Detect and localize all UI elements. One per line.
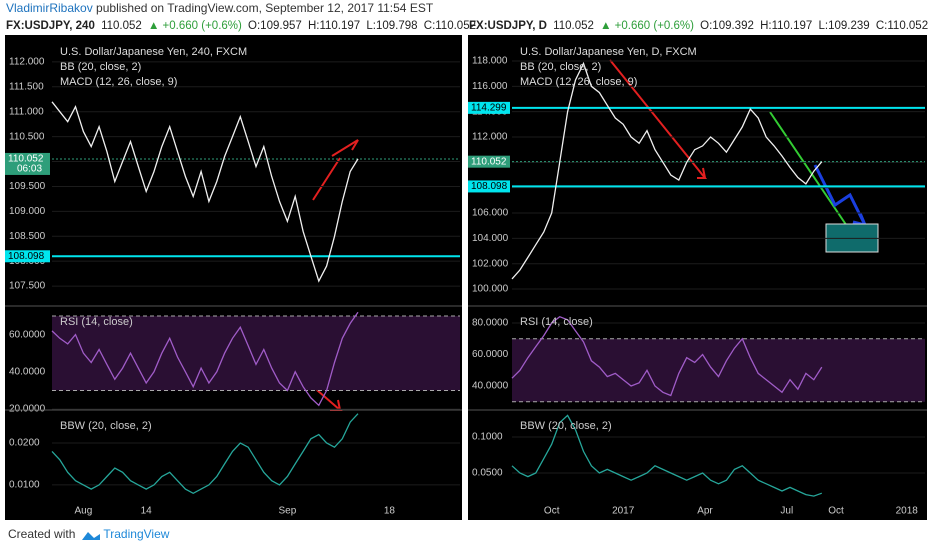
pane-title: BBW (20, close, 2) — [520, 420, 612, 432]
x-tick-label: Oct — [544, 506, 560, 517]
y-tick-label: 60.0000 — [9, 329, 46, 340]
level-box — [468, 180, 510, 193]
brand[interactable]: TradingView — [103, 527, 170, 541]
high: H:110.197 — [760, 20, 813, 32]
x-tick-label: Jul — [780, 506, 793, 517]
y-tick-label: 109.500 — [9, 181, 46, 192]
x-tick-label: Sep — [278, 506, 296, 517]
y-tick-label: 111.500 — [9, 81, 44, 92]
y-tick-label: 112.000 — [472, 132, 508, 143]
pane-title: RSI (14, close) — [520, 316, 593, 328]
rsi-band-fill — [512, 338, 925, 402]
legend-line: U.S. Dollar/Japanese Yen, 240, FXCM — [60, 46, 247, 58]
y-tick-label: 108.500 — [9, 231, 46, 242]
level-box — [5, 250, 50, 263]
x-tick-label: 18 — [384, 506, 396, 517]
level-box — [468, 155, 510, 168]
legend-line: BB (20, close, 2) — [60, 61, 141, 73]
y-tick-label: 0.0500 — [472, 468, 503, 479]
y-tick-label: 104.000 — [472, 233, 509, 244]
price-line — [511, 61, 823, 280]
low: L:109.798 — [366, 20, 418, 32]
level-box — [468, 101, 510, 114]
change: ▲ +0.660 (+0.6%) — [600, 20, 694, 32]
rsi-line — [511, 315, 823, 397]
y-tick-label: 110.500 — [9, 131, 45, 142]
y-tick-label: 80.0000 — [472, 318, 509, 329]
symbol: FX:USDJPY, D — [469, 20, 547, 32]
y-tick-label: 118.000 — [472, 56, 508, 67]
quote-bar: FX:USDJPY, D 110.052 ▲ +0.660 (+0.6%) O:… — [469, 18, 931, 34]
open: O:109.957 — [248, 20, 302, 32]
panel-bg — [468, 35, 927, 520]
level-sublabel: 06:03 — [17, 164, 42, 175]
level-box — [5, 152, 50, 175]
rsi-band-fill — [52, 316, 460, 391]
y-tick-label: 20.0000 — [9, 404, 46, 415]
close: C:110.052 — [875, 20, 929, 32]
legend-line: MACD (12, 26, close, 9) — [60, 76, 177, 88]
y-tick-label: 116.000 — [472, 81, 508, 92]
x-tick-label: Aug — [74, 506, 92, 517]
publish-info: VladimirRibakov published on TradingView… — [6, 0, 433, 17]
author[interactable]: VladimirRibakov — [6, 1, 93, 15]
y-tick-label: 0.1000 — [472, 432, 503, 443]
level-label: 114.299 — [471, 103, 507, 114]
panel-bg — [5, 35, 462, 520]
close: C:110.052 — [423, 20, 476, 32]
y-tick-label: 111.000 — [9, 106, 44, 117]
legend-line: BB (20, close, 2) — [520, 61, 601, 73]
rsi-line — [51, 311, 359, 407]
low: L:109.239 — [818, 20, 870, 32]
level-label: 110.052 — [471, 156, 507, 167]
change: ▲ +0.660 (+0.6%) — [147, 20, 242, 32]
x-tick-label: Oct — [828, 506, 844, 517]
legend-line: MACD (12, 26, close, 9) — [520, 76, 637, 88]
legend-line: U.S. Dollar/Japanese Yen, D, FXCM — [520, 46, 697, 58]
publish-text: published on TradingView.com, September … — [96, 1, 434, 15]
y-tick-label: 102.000 — [472, 258, 509, 269]
symbol: FX:USDJPY, 240 — [6, 20, 95, 32]
y-tick-label: 0.0100 — [9, 480, 40, 491]
high: H:110.197 — [307, 20, 361, 32]
created-with: Created with — [8, 527, 76, 541]
x-tick-label: Apr — [697, 506, 713, 517]
x-tick-label: 2017 — [612, 506, 635, 517]
y-tick-label: 100.000 — [472, 284, 509, 295]
pane-title: BBW (20, close, 2) — [60, 420, 152, 432]
bbw-line — [51, 413, 359, 495]
y-tick-label: 40.0000 — [472, 381, 509, 392]
open: O:109.392 — [700, 20, 754, 32]
last: 110.052 — [553, 20, 594, 32]
y-tick-label: 109.000 — [9, 206, 46, 217]
price-line — [51, 101, 359, 283]
level-label: 108.098 — [471, 181, 508, 192]
y-tick-label: 0.0200 — [9, 438, 40, 449]
level-label: 108.098 — [8, 251, 45, 262]
last: 110.052 — [101, 20, 142, 32]
y-tick-label: 112.000 — [9, 57, 45, 68]
footer: Created with TradingView — [8, 527, 169, 541]
pane-title: RSI (14, close) — [60, 316, 133, 328]
y-tick-label: 60.0000 — [472, 349, 509, 360]
y-tick-label: 106.000 — [472, 208, 509, 219]
quote-bar: FX:USDJPY, 240 110.052 ▲ +0.660 (+0.6%) … — [6, 18, 479, 34]
x-tick-label: 2018 — [896, 506, 919, 517]
bbw-line — [511, 414, 823, 497]
x-tick-label: 14 — [141, 506, 153, 517]
level-label: 110.052 — [8, 154, 44, 165]
y-tick-label: 107.500 — [9, 281, 46, 292]
y-tick-label: 40.0000 — [9, 366, 46, 377]
